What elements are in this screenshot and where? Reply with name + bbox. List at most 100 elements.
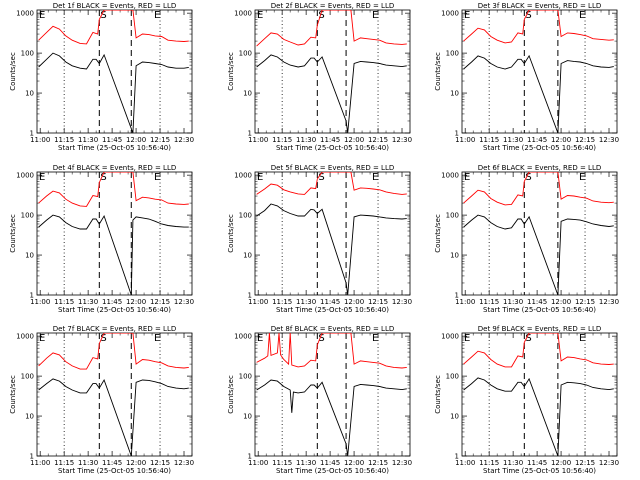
marker-e-right: E [372, 333, 378, 344]
x-tick-label: 11:45 [102, 459, 122, 467]
y-tick-label: 1 [30, 453, 34, 461]
events-line [38, 378, 189, 456]
x-tick-label: 11:45 [320, 298, 340, 306]
x-axis-label: Start Time (25-Oct-05 10:56:40) [276, 144, 389, 152]
panel-title: Det 2f BLACK = Events, RED = LLD [271, 2, 394, 10]
x-axis-label: Start Time (25-Oct-05 10:56:40) [58, 144, 171, 152]
marker-e-right: E [372, 172, 378, 183]
marker-s: S [318, 333, 324, 344]
panel-title: Det 9f BLACK = Events, RED = LLD [478, 325, 601, 333]
detector-panel: Det 9f BLACK = Events, RED = LLD 1 10 100 10… [434, 325, 619, 475]
marker-s: S [525, 10, 531, 21]
marker-e-left: E [464, 333, 470, 344]
y-tick-label: 10 [25, 252, 34, 260]
x-tick-label: 11:00 [30, 136, 50, 144]
plot-frame [254, 9, 411, 134]
x-tick-label: 12:00 [344, 136, 364, 144]
x-tick-label: 12:30 [599, 298, 619, 306]
marker-e-left: E [257, 172, 263, 183]
marker-e-left: E [39, 333, 45, 344]
y-tick-label: 100 [446, 50, 459, 58]
x-axis-label: Start Time (25-Oct-05 10:56:40) [483, 467, 596, 475]
y-tick-label: 1000 [16, 10, 34, 18]
y-tick-label: 1 [455, 130, 459, 138]
marker-e-right: E [154, 10, 160, 21]
x-tick-label: 11:15 [272, 298, 292, 306]
marker-e-left: E [257, 10, 263, 21]
x-tick-label: 12:00 [344, 459, 364, 467]
y-tick-label: 100 [239, 373, 252, 381]
detector-panel: Det 4f BLACK = Events, RED = LLD 1 10 100 10… [9, 164, 194, 314]
y-tick-label: 1 [30, 292, 34, 300]
marker-s: S [100, 172, 106, 183]
x-tick-label: 11:15 [54, 136, 74, 144]
x-tick-label: 12:15 [575, 298, 595, 306]
y-tick-label: 1 [30, 130, 34, 138]
x-tick-label: 12:15 [368, 459, 388, 467]
marker-e-right: E [372, 10, 378, 21]
x-tick-label: 12:15 [368, 298, 388, 306]
x-tick-label: 11:30 [296, 459, 316, 467]
events-line [38, 214, 189, 295]
x-tick-label: 11:30 [503, 459, 523, 467]
y-tick-label: 1000 [234, 10, 252, 18]
x-tick-label: 11:45 [527, 459, 547, 467]
x-tick-label: 11:30 [296, 298, 316, 306]
y-axis-label: Counts/sec [434, 52, 442, 91]
plot-frame [461, 9, 618, 134]
y-tick-label: 100 [239, 50, 252, 58]
detector-panel: Det 3f BLACK = Events, RED = LLD 1 10 100 10… [434, 2, 619, 152]
y-tick-label: 10 [450, 90, 459, 98]
lld-line [463, 333, 614, 368]
detector-panel: Det 8f BLACK = Events, RED = LLD 1 10 100 10… [227, 325, 412, 475]
x-tick-label: 11:15 [479, 459, 499, 467]
y-tick-label: 10 [243, 252, 252, 260]
marker-e-right: E [579, 333, 585, 344]
events-line [256, 379, 407, 456]
panel-title: Det 8f BLACK = Events, RED = LLD [271, 325, 394, 333]
x-tick-label: 12:15 [368, 136, 388, 144]
y-tick-label: 100 [446, 373, 459, 381]
marker-e-right: E [579, 10, 585, 21]
marker-e-right: E [154, 172, 160, 183]
x-tick-label: 11:00 [455, 298, 475, 306]
y-tick-label: 10 [243, 413, 252, 421]
x-axis-label: Start Time (25-Oct-05 10:56:40) [58, 306, 171, 314]
y-tick-label: 100 [239, 212, 252, 220]
marker-e-left: E [39, 10, 45, 21]
x-tick-label: 12:15 [150, 459, 170, 467]
panel-title: Det 5f BLACK = Events, RED = LLD [271, 164, 394, 172]
y-axis-label: Counts/sec [9, 214, 17, 253]
marker-s: S [100, 333, 106, 344]
x-axis-label: Start Time (25-Oct-05 10:56:40) [276, 467, 389, 475]
y-tick-label: 1000 [16, 172, 34, 180]
marker-e-right: E [154, 333, 160, 344]
y-tick-label: 1000 [441, 10, 459, 18]
x-tick-label: 11:00 [30, 298, 50, 306]
y-tick-label: 100 [446, 212, 459, 220]
y-tick-label: 1000 [441, 172, 459, 180]
detector-panel: Det 7f BLACK = Events, RED = LLD 1 10 100 10… [9, 325, 194, 475]
plot-frame [461, 171, 618, 296]
x-tick-label: 11:00 [455, 459, 475, 467]
x-tick-label: 12:30 [392, 459, 412, 467]
y-tick-label: 100 [21, 212, 34, 220]
x-axis-label: Start Time (25-Oct-05 10:56:40) [58, 467, 171, 475]
y-tick-label: 1 [455, 292, 459, 300]
y-axis-label: Counts/sec [227, 375, 235, 414]
x-tick-label: 11:00 [455, 136, 475, 144]
y-tick-label: 10 [450, 252, 459, 260]
x-tick-label: 11:45 [102, 136, 122, 144]
y-axis-label: Counts/sec [434, 375, 442, 414]
y-axis-label: Counts/sec [227, 214, 235, 253]
panel-title: Det 4f BLACK = Events, RED = LLD [53, 164, 176, 172]
marker-e-left: E [464, 10, 470, 21]
y-tick-label: 1000 [234, 172, 252, 180]
y-tick-label: 10 [25, 413, 34, 421]
plot-frame [36, 332, 193, 457]
x-tick-label: 12:15 [150, 298, 170, 306]
x-tick-label: 11:15 [272, 136, 292, 144]
x-tick-label: 12:00 [344, 298, 364, 306]
plot-frame [254, 171, 411, 296]
